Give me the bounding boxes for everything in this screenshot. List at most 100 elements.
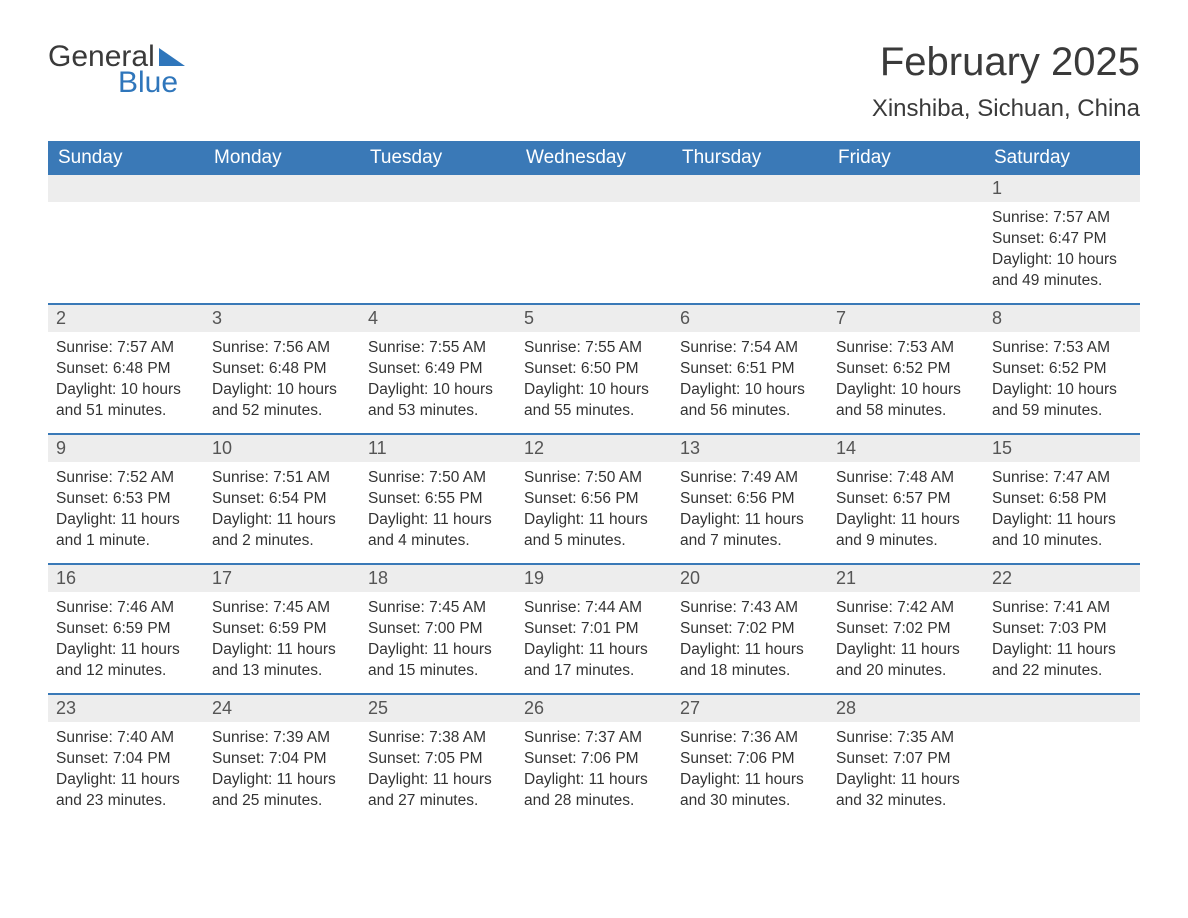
sunset-text: Sunset: 6:59 PM	[56, 619, 196, 640]
day-body: Sunrise: 7:38 AMSunset: 7:05 PMDaylight:…	[360, 722, 516, 822]
day-body: Sunrise: 7:40 AMSunset: 7:04 PMDaylight:…	[48, 722, 204, 822]
sunrise-text: Sunrise: 7:45 AM	[212, 598, 352, 619]
sunset-text: Sunset: 6:57 PM	[836, 489, 976, 510]
day-body: Sunrise: 7:47 AMSunset: 6:58 PMDaylight:…	[984, 462, 1140, 562]
day-number: 9	[48, 435, 204, 462]
day-cell-empty	[672, 175, 828, 303]
location: Xinshiba, Sichuan, China	[872, 95, 1140, 123]
sunset-text: Sunset: 7:05 PM	[368, 749, 508, 770]
daylight-text: Daylight: 10 hours and 53 minutes.	[368, 380, 508, 422]
daylight-text: Daylight: 10 hours and 55 minutes.	[524, 380, 664, 422]
daylight-text: Daylight: 11 hours and 15 minutes.	[368, 640, 508, 682]
day-cell-empty	[48, 175, 204, 303]
sunset-text: Sunset: 6:55 PM	[368, 489, 508, 510]
sunset-text: Sunset: 6:49 PM	[368, 359, 508, 380]
day-cell-18: 18Sunrise: 7:45 AMSunset: 7:00 PMDayligh…	[360, 565, 516, 693]
day-body: Sunrise: 7:55 AMSunset: 6:50 PMDaylight:…	[516, 332, 672, 432]
sunrise-text: Sunrise: 7:44 AM	[524, 598, 664, 619]
logo: General Blue	[48, 40, 185, 100]
sunset-text: Sunset: 7:07 PM	[836, 749, 976, 770]
weekday-thursday: Thursday	[672, 141, 828, 175]
sunrise-text: Sunrise: 7:52 AM	[56, 468, 196, 489]
day-number: 20	[672, 565, 828, 592]
day-cell-2: 2Sunrise: 7:57 AMSunset: 6:48 PMDaylight…	[48, 305, 204, 433]
sunrise-text: Sunrise: 7:47 AM	[992, 468, 1132, 489]
day-body: Sunrise: 7:56 AMSunset: 6:48 PMDaylight:…	[204, 332, 360, 432]
sunrise-text: Sunrise: 7:40 AM	[56, 728, 196, 749]
logo-text-blue: Blue	[118, 66, 178, 100]
day-body: Sunrise: 7:43 AMSunset: 7:02 PMDaylight:…	[672, 592, 828, 692]
sunset-text: Sunset: 6:56 PM	[680, 489, 820, 510]
sunrise-text: Sunrise: 7:36 AM	[680, 728, 820, 749]
daylight-text: Daylight: 11 hours and 27 minutes.	[368, 770, 508, 812]
day-body: Sunrise: 7:50 AMSunset: 6:55 PMDaylight:…	[360, 462, 516, 562]
day-number: 5	[516, 305, 672, 332]
day-number: 18	[360, 565, 516, 592]
weekday-monday: Monday	[204, 141, 360, 175]
daylight-text: Daylight: 11 hours and 12 minutes.	[56, 640, 196, 682]
day-number: 21	[828, 565, 984, 592]
day-cell-1: 1Sunrise: 7:57 AMSunset: 6:47 PMDaylight…	[984, 175, 1140, 303]
daylight-text: Daylight: 10 hours and 51 minutes.	[56, 380, 196, 422]
day-cell-empty	[360, 175, 516, 303]
sunset-text: Sunset: 6:56 PM	[524, 489, 664, 510]
sunset-text: Sunset: 6:50 PM	[524, 359, 664, 380]
day-number: 19	[516, 565, 672, 592]
sunset-text: Sunset: 6:52 PM	[836, 359, 976, 380]
day-body: Sunrise: 7:57 AMSunset: 6:48 PMDaylight:…	[48, 332, 204, 432]
title-block: February 2025 Xinshiba, Sichuan, China	[872, 40, 1140, 123]
day-number: 14	[828, 435, 984, 462]
day-cell-23: 23Sunrise: 7:40 AMSunset: 7:04 PMDayligh…	[48, 695, 204, 823]
sunrise-text: Sunrise: 7:55 AM	[368, 338, 508, 359]
day-body: Sunrise: 7:49 AMSunset: 6:56 PMDaylight:…	[672, 462, 828, 562]
sunrise-text: Sunrise: 7:53 AM	[836, 338, 976, 359]
day-body: Sunrise: 7:53 AMSunset: 6:52 PMDaylight:…	[984, 332, 1140, 432]
daylight-text: Daylight: 11 hours and 2 minutes.	[212, 510, 352, 552]
sunrise-text: Sunrise: 7:37 AM	[524, 728, 664, 749]
day-body: Sunrise: 7:44 AMSunset: 7:01 PMDaylight:…	[516, 592, 672, 692]
day-number: 2	[48, 305, 204, 332]
sunset-text: Sunset: 6:59 PM	[212, 619, 352, 640]
sunrise-text: Sunrise: 7:38 AM	[368, 728, 508, 749]
sunrise-text: Sunrise: 7:57 AM	[56, 338, 196, 359]
day-cell-26: 26Sunrise: 7:37 AMSunset: 7:06 PMDayligh…	[516, 695, 672, 823]
day-cell-empty	[516, 175, 672, 303]
day-number: 13	[672, 435, 828, 462]
day-cell-6: 6Sunrise: 7:54 AMSunset: 6:51 PMDaylight…	[672, 305, 828, 433]
sunset-text: Sunset: 7:01 PM	[524, 619, 664, 640]
day-number: 27	[672, 695, 828, 722]
sunset-text: Sunset: 7:03 PM	[992, 619, 1132, 640]
day-cell-4: 4Sunrise: 7:55 AMSunset: 6:49 PMDaylight…	[360, 305, 516, 433]
sunset-text: Sunset: 6:58 PM	[992, 489, 1132, 510]
day-cell-27: 27Sunrise: 7:36 AMSunset: 7:06 PMDayligh…	[672, 695, 828, 823]
day-number: 10	[204, 435, 360, 462]
sunrise-text: Sunrise: 7:57 AM	[992, 208, 1132, 229]
daylight-text: Daylight: 10 hours and 58 minutes.	[836, 380, 976, 422]
daylight-text: Daylight: 11 hours and 18 minutes.	[680, 640, 820, 682]
day-body: Sunrise: 7:55 AMSunset: 6:49 PMDaylight:…	[360, 332, 516, 432]
calendar: SundayMondayTuesdayWednesdayThursdayFrid…	[48, 141, 1140, 823]
week-row: 9Sunrise: 7:52 AMSunset: 6:53 PMDaylight…	[48, 433, 1140, 563]
day-number: 7	[828, 305, 984, 332]
day-cell-28: 28Sunrise: 7:35 AMSunset: 7:07 PMDayligh…	[828, 695, 984, 823]
week-row: 16Sunrise: 7:46 AMSunset: 6:59 PMDayligh…	[48, 563, 1140, 693]
weekday-friday: Friday	[828, 141, 984, 175]
day-body: Sunrise: 7:52 AMSunset: 6:53 PMDaylight:…	[48, 462, 204, 562]
day-body: Sunrise: 7:41 AMSunset: 7:03 PMDaylight:…	[984, 592, 1140, 692]
day-cell-14: 14Sunrise: 7:48 AMSunset: 6:57 PMDayligh…	[828, 435, 984, 563]
day-cell-empty	[828, 175, 984, 303]
day-cell-15: 15Sunrise: 7:47 AMSunset: 6:58 PMDayligh…	[984, 435, 1140, 563]
day-cell-13: 13Sunrise: 7:49 AMSunset: 6:56 PMDayligh…	[672, 435, 828, 563]
sunrise-text: Sunrise: 7:49 AM	[680, 468, 820, 489]
daylight-text: Daylight: 11 hours and 1 minute.	[56, 510, 196, 552]
sunrise-text: Sunrise: 7:53 AM	[992, 338, 1132, 359]
day-cell-8: 8Sunrise: 7:53 AMSunset: 6:52 PMDaylight…	[984, 305, 1140, 433]
daylight-text: Daylight: 11 hours and 20 minutes.	[836, 640, 976, 682]
weekday-sunday: Sunday	[48, 141, 204, 175]
day-cell-25: 25Sunrise: 7:38 AMSunset: 7:05 PMDayligh…	[360, 695, 516, 823]
day-number: 1	[984, 175, 1140, 202]
day-body: Sunrise: 7:36 AMSunset: 7:06 PMDaylight:…	[672, 722, 828, 822]
day-number: 25	[360, 695, 516, 722]
day-number-empty	[672, 175, 828, 202]
sunrise-text: Sunrise: 7:48 AM	[836, 468, 976, 489]
